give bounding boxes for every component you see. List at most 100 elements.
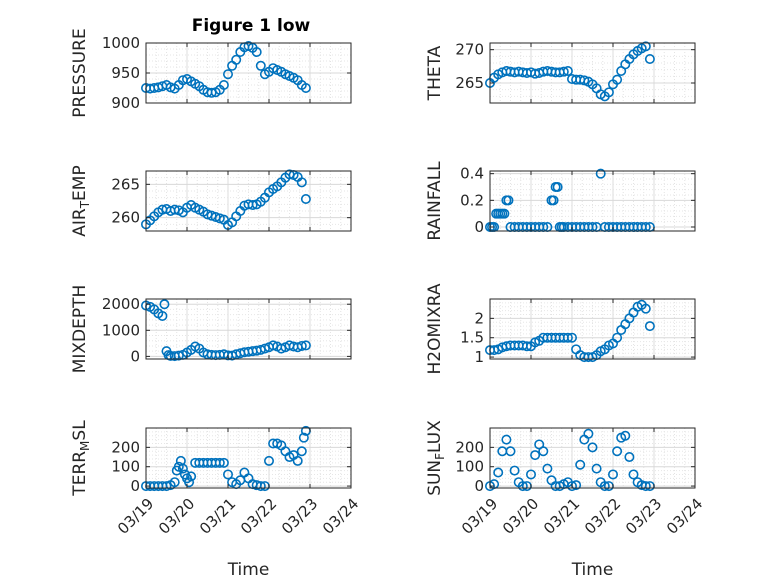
subplot-5: 0 1000 2000 MIXDEPTH	[70, 285, 352, 374]
axes-frame	[145, 298, 352, 360]
y-axis-label: SUNFLUX	[425, 420, 447, 496]
data-point	[503, 195, 514, 206]
data-point	[521, 341, 532, 352]
data-point	[173, 350, 184, 361]
y-axis-label-sub: M	[78, 441, 92, 451]
data-point	[612, 74, 623, 85]
data-point	[612, 332, 623, 343]
data-point	[538, 446, 549, 457]
y-axis-label: PRESSURE	[70, 28, 90, 117]
x-axis-label: Time	[227, 560, 270, 580]
data-point	[177, 463, 188, 474]
subplot-1: 900 950 1000 PRESSURE	[70, 28, 352, 118]
data-point	[566, 332, 577, 343]
data-point	[296, 446, 307, 457]
data-point	[223, 469, 234, 480]
y-tick-label: 2000	[102, 295, 140, 313]
data-point	[501, 434, 512, 445]
y-axis-label-main: MIXDEPTH	[70, 285, 90, 374]
data-point	[214, 213, 225, 224]
series-markers	[484, 41, 655, 102]
data-point	[259, 343, 270, 354]
data-point	[298, 432, 309, 443]
series-markers	[141, 425, 311, 492]
y-axis-label-main: THETA	[425, 45, 445, 101]
y-tick-label: 0.2	[460, 191, 484, 209]
axes-frame	[145, 427, 352, 489]
data-point	[628, 469, 639, 480]
x-axis-label: Time	[571, 560, 614, 580]
y-axis-label-sub: T	[78, 200, 92, 209]
y-tick-label: 260	[111, 209, 140, 227]
data-point	[214, 457, 225, 468]
data-point	[251, 46, 262, 57]
data-point	[268, 340, 279, 351]
data-point	[505, 446, 516, 457]
y-tick-label: 100	[111, 458, 140, 476]
data-point	[169, 477, 180, 488]
y-tick-label: 270	[455, 41, 484, 59]
y-axis-label-rest: EMP	[70, 165, 90, 201]
data-point	[644, 321, 655, 332]
y-tick-label: 1.5	[460, 329, 484, 347]
y-axis-label-rest: SL	[70, 420, 90, 441]
y-tick-label: 1	[474, 348, 484, 366]
y-tick-label: 2	[474, 309, 484, 327]
data-point	[640, 41, 651, 52]
y-tick-label: 265	[455, 74, 484, 92]
series-markers	[484, 428, 655, 492]
series-markers	[141, 169, 311, 231]
data-point	[624, 452, 635, 463]
data-point	[157, 310, 168, 321]
y-tick-label: 0	[474, 477, 484, 495]
data-point	[548, 195, 559, 206]
y-axis-label: MIXDEPTH	[70, 285, 90, 374]
data-point	[595, 168, 606, 179]
data-point	[575, 459, 586, 470]
data-point	[620, 430, 631, 441]
data-point	[255, 60, 266, 71]
subplot-3: 260 265 AIRTEMP	[70, 165, 352, 237]
data-point	[218, 457, 229, 468]
y-axis-label-main: AIR	[70, 208, 90, 237]
y-tick-label: 0	[130, 477, 140, 495]
data-point	[296, 340, 307, 351]
data-point	[542, 463, 553, 474]
data-point	[587, 442, 598, 453]
data-point	[583, 428, 594, 439]
y-axis-label-sub: F	[433, 453, 447, 460]
data-point	[296, 177, 307, 188]
y-tick-label: 100	[455, 458, 484, 476]
data-point	[247, 200, 258, 211]
y-axis-label-main: H2OMIXRA	[425, 283, 445, 374]
data-point	[159, 299, 170, 310]
data-point	[300, 340, 311, 351]
series-markers	[484, 299, 655, 363]
data-point	[566, 481, 577, 492]
y-axis-label-rest: LUX	[425, 420, 445, 453]
y-axis-label: RAINFALL	[425, 161, 445, 241]
grid	[489, 171, 696, 231]
data-point	[276, 343, 287, 354]
data-point	[231, 54, 242, 65]
subplot-6: 11.5 2 H2OMIXRA	[425, 283, 696, 375]
grid	[489, 42, 696, 104]
axes-frame	[489, 298, 696, 360]
y-axis-label-main: RAINFALL	[425, 161, 445, 241]
data-point	[186, 471, 197, 482]
data-point	[184, 477, 195, 488]
data-point	[591, 463, 602, 474]
y-tick-label: 200	[455, 438, 484, 456]
figure-title: Figure 1 low	[192, 16, 311, 36]
data-point	[558, 66, 569, 77]
data-point	[607, 469, 618, 480]
y-axis-label: THETA	[425, 45, 445, 101]
y-tick-label: 1000	[102, 34, 140, 52]
y-axis-label-main: TERR	[70, 451, 90, 497]
y-tick-label: 900	[111, 94, 140, 112]
data-point	[509, 465, 520, 476]
y-tick-label: 1000	[102, 321, 140, 339]
axes-frame	[489, 42, 696, 104]
axes-frame	[145, 170, 352, 232]
